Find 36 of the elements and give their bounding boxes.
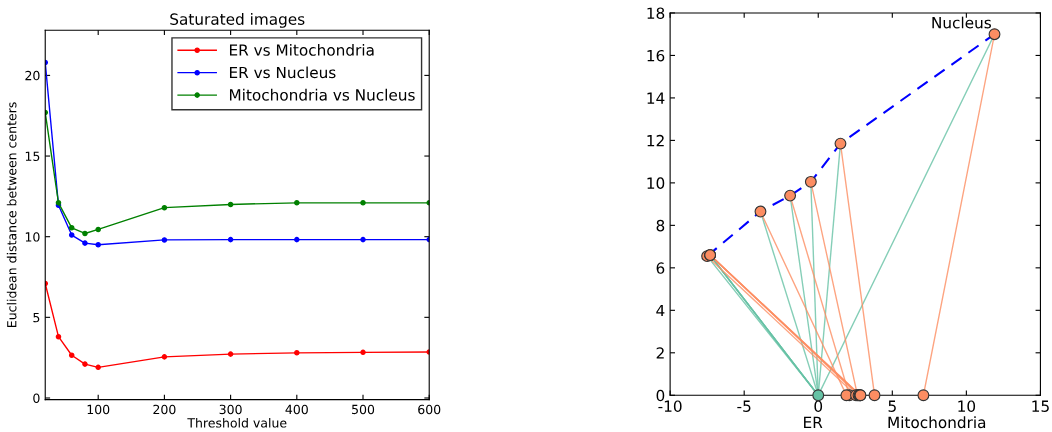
y-axis-title: Euclidean distance between centers [6,102,17,327]
y-tick-label: 20 [25,70,40,81]
y-tick-label: 15 [25,151,40,161]
x-tick-label: 15 [1032,400,1049,412]
text: Mitochondria [888,416,986,429]
y-tick-label: 6 [656,262,665,274]
y-tick-label: 0 [33,393,40,403]
x-axis-title: Threshold value [187,417,287,428]
y-tick-label: 12 [647,134,664,147]
x-tick-label: 500 [352,404,375,415]
y-tick-label: 10 [25,232,40,242]
legend-label: ER vs Nucleus [229,66,336,79]
y-tick-label: 2 [656,347,664,359]
x-tick-label: 600 [418,404,441,415]
y-tick-label: 4 [656,304,665,317]
x-tick-label: 300 [219,404,242,415]
y-tick-label: 18 [647,7,665,19]
legend-label: Mitochondria vs Nucleus [229,88,415,101]
annotation: Nucleus [932,16,991,29]
x-tick-label: 400 [285,404,308,415]
text: ER [804,416,823,428]
y-tick-label: 0 [656,389,665,402]
y-tick-label: 16 [647,49,665,62]
x-tick-label: -10 [658,400,682,412]
legend-label: ER vs Mitochondria [229,43,374,56]
x-tick-label: 200 [153,404,176,415]
y-tick-label: 10 [647,177,665,189]
y-tick-label: 5 [33,312,40,323]
x-tick-label: 10 [958,400,976,412]
x-tick-label: 0 [814,400,823,412]
y-tick-label: 8 [656,219,665,232]
x-tick-label: 5 [888,400,896,412]
x-tick-label: 100 [87,404,110,415]
chart-title: Saturated images [170,13,305,28]
x-tick-label: -5 [737,400,751,412]
y-tick-label: 14 [647,92,665,104]
